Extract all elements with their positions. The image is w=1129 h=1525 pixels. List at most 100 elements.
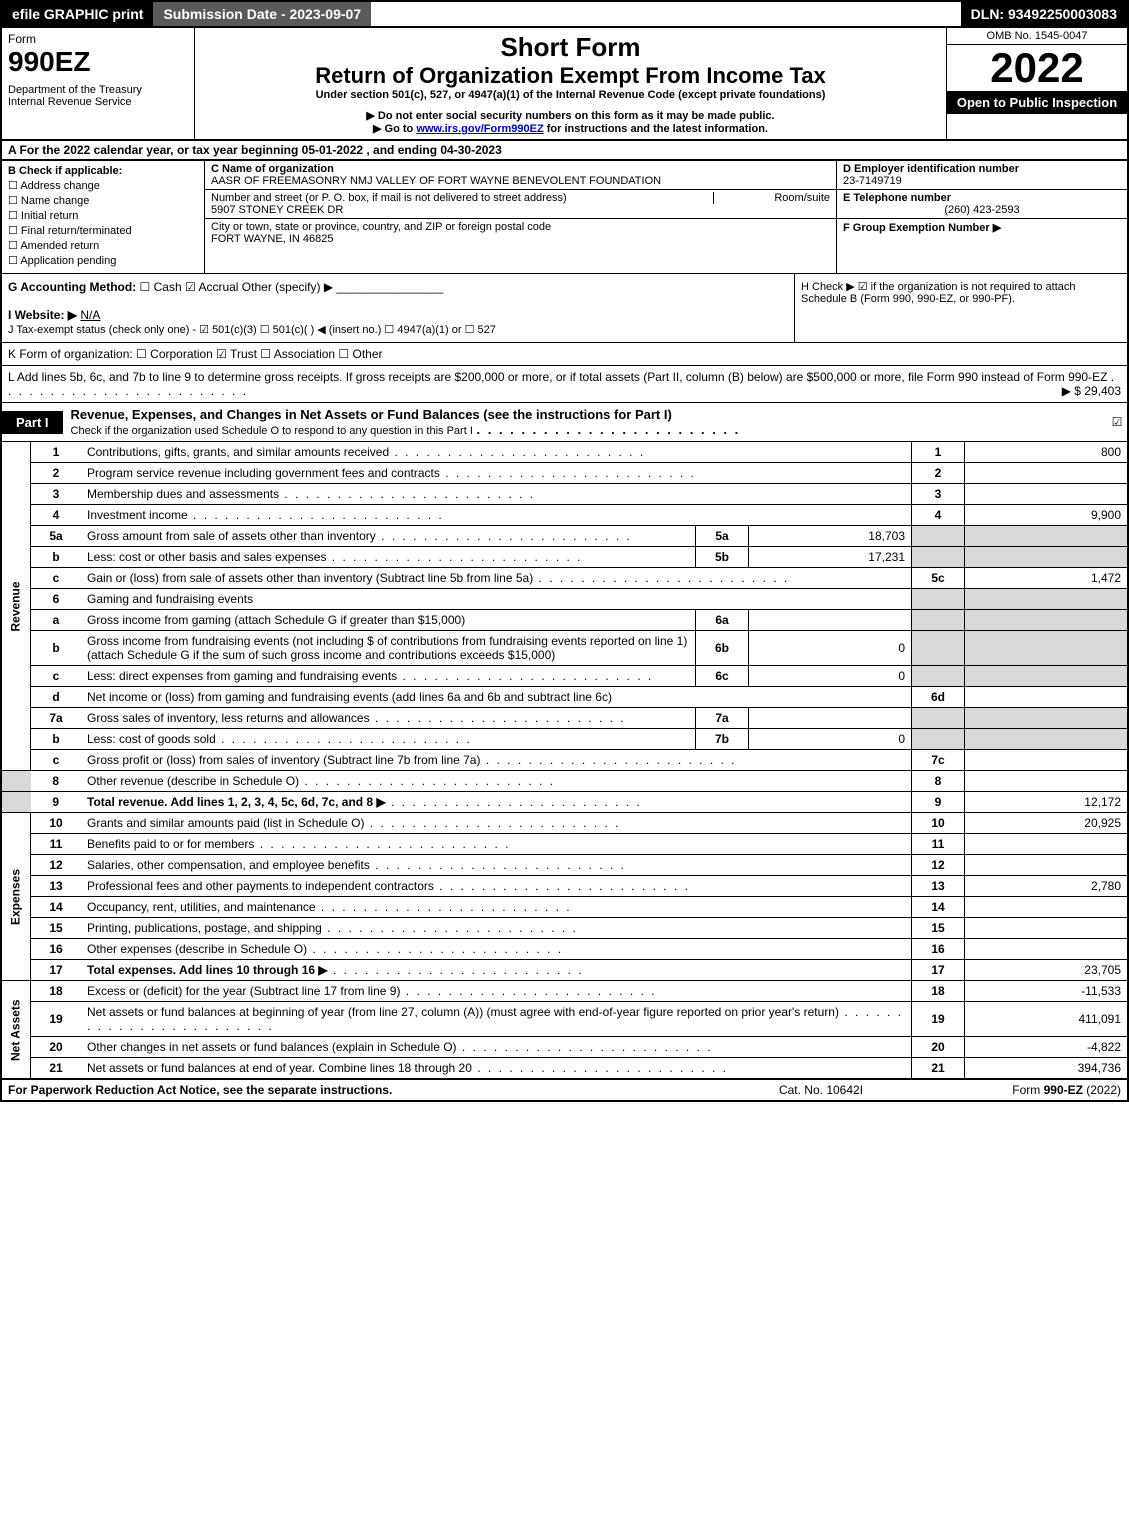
ln21-desc: Net assets or fund balances at end of ye…: [87, 1061, 472, 1075]
ln18-no: 18: [31, 981, 82, 1002]
ln5a-sr: 5a: [696, 526, 749, 547]
ln12-ref: 12: [912, 855, 965, 876]
ln6c-sr: 6c: [696, 666, 749, 687]
ln17-desc: Total expenses. Add lines 10 through 16 …: [87, 963, 328, 977]
ln18-val: -11,533: [965, 981, 1129, 1002]
chk-address-change[interactable]: Address change: [8, 179, 198, 192]
ln2-no: 2: [31, 463, 82, 484]
e-block: E Telephone number (260) 423-2593: [837, 190, 1127, 219]
ln7b-ref-shade: [912, 729, 965, 750]
line-7b: b Less: cost of goods sold 7b 0: [1, 729, 1128, 750]
dln-label: DLN: 93492250003083: [961, 2, 1127, 26]
ln14-ref: 14: [912, 897, 965, 918]
ln9-ref: 9: [912, 792, 965, 813]
ln15-ref: 15: [912, 918, 965, 939]
ln8-ref: 8: [912, 771, 965, 792]
ln7a-ref-shade: [912, 708, 965, 729]
l-line: L Add lines 5b, 6c, and 7b to line 9 to …: [0, 366, 1129, 403]
ln6d-desc: Net income or (loss) from gaming and fun…: [87, 690, 612, 704]
org-info-grid: B Check if applicable: Address change Na…: [0, 161, 1129, 274]
chk-final-return[interactable]: Final return/terminated: [8, 224, 198, 237]
c-street-block: Number and street (or P. O. box, if mail…: [205, 190, 836, 219]
ln5a-desc: Gross amount from sale of assets other t…: [87, 529, 376, 543]
row-gh: G Accounting Method: Cash Accrual Other …: [0, 274, 1129, 343]
efile-label: efile GRAPHIC print: [2, 2, 153, 26]
title-short-form: Short Form: [201, 32, 940, 63]
ln16-desc: Other expenses (describe in Schedule O): [87, 942, 307, 956]
footer-cat: Cat. No. 10642I: [721, 1083, 921, 1097]
header-left: Form 990EZ Department of the Treasury In…: [2, 28, 195, 139]
ln15-val: [965, 918, 1129, 939]
lines-table: Revenue 1 Contributions, gifts, grants, …: [0, 442, 1129, 1079]
ln1-no: 1: [31, 442, 82, 463]
form-word: Form: [8, 32, 188, 46]
ln5c-ref: 5c: [912, 568, 965, 589]
expenses-label: Expenses: [1, 813, 31, 981]
form-number: 990EZ: [8, 46, 188, 78]
line-6: 6 Gaming and fundraising events: [1, 589, 1128, 610]
ln2-ref: 2: [912, 463, 965, 484]
form-header: Form 990EZ Department of the Treasury In…: [0, 26, 1129, 141]
ln5c-desc: Gain or (loss) from sale of assets other…: [87, 571, 533, 585]
ln6a-desc: Gross income from gaming (attach Schedul…: [87, 613, 465, 627]
ln7a-val-shade: [965, 708, 1129, 729]
line-16: 16 Other expenses (describe in Schedule …: [1, 939, 1128, 960]
goto-post: for instructions and the latest informat…: [544, 123, 768, 135]
ln13-val: 2,780: [965, 876, 1129, 897]
ln17-ref: 17: [912, 960, 965, 981]
chk-initial-return[interactable]: Initial return: [8, 209, 198, 222]
ln14-val: [965, 897, 1129, 918]
ln18-ref: 18: [912, 981, 965, 1002]
line-14: 14 Occupancy, rent, utilities, and maint…: [1, 897, 1128, 918]
line-6b: b Gross income from fundraising events (…: [1, 631, 1128, 666]
irs-link[interactable]: www.irs.gov/Form990EZ: [416, 123, 543, 135]
part1-schedule-o-check[interactable]: [1107, 415, 1127, 429]
ln7a-sr: 7a: [696, 708, 749, 729]
line-8: 8 Other revenue (describe in Schedule O)…: [1, 771, 1128, 792]
ln5b-no: b: [31, 547, 82, 568]
rev-spacer: [1, 771, 31, 792]
omb-number: OMB No. 1545-0047: [947, 28, 1127, 45]
footer-left: For Paperwork Reduction Act Notice, see …: [8, 1083, 721, 1097]
part1-check-line: Check if the organization used Schedule …: [71, 425, 473, 437]
ln5b-val-shade: [965, 547, 1129, 568]
ln2-val: [965, 463, 1129, 484]
ln4-val: 9,900: [965, 505, 1129, 526]
line-6d: d Net income or (loss) from gaming and f…: [1, 687, 1128, 708]
ln6b-desc: Gross income from fundraising events (no…: [87, 634, 687, 662]
page-footer: For Paperwork Reduction Act Notice, see …: [0, 1079, 1129, 1102]
ln16-val: [965, 939, 1129, 960]
ln19-no: 19: [31, 1002, 82, 1037]
ln6a-no: a: [31, 610, 82, 631]
top-bar: efile GRAPHIC print Submission Date - 20…: [0, 0, 1129, 26]
j-line: J Tax-exempt status (check only one) - ☑…: [8, 324, 496, 336]
ssn-warning: ▶ Do not enter social security numbers o…: [201, 109, 940, 122]
ln5b-sv: 17,231: [749, 547, 912, 568]
c-name-block: C Name of organization AASR OF FREEMASON…: [205, 161, 836, 190]
ln6-ref-shade: [912, 589, 965, 610]
f-block: F Group Exemption Number ▶: [837, 219, 1127, 236]
chk-amended-return[interactable]: Amended return: [8, 239, 198, 252]
ln14-no: 14: [31, 897, 82, 918]
footer-form-pre: Form: [1012, 1083, 1043, 1097]
section-def: D Employer identification number 23-7149…: [836, 161, 1127, 273]
ln7c-no: c: [31, 750, 82, 771]
ln6b-val-shade: [965, 631, 1129, 666]
ln4-desc: Investment income: [87, 508, 188, 522]
netassets-label: Net Assets: [1, 981, 31, 1079]
l-value: ▶ $ 29,403: [1062, 384, 1121, 398]
chk-cash[interactable]: Cash: [140, 280, 182, 294]
chk-application-pending[interactable]: Application pending: [8, 254, 198, 267]
chk-accrual[interactable]: Accrual: [185, 280, 238, 294]
d-block: D Employer identification number 23-7149…: [837, 161, 1127, 190]
ln7a-desc: Gross sales of inventory, less returns a…: [87, 711, 370, 725]
line-6c: c Less: direct expenses from gaming and …: [1, 666, 1128, 687]
chk-name-change[interactable]: Name change: [8, 194, 198, 207]
k-line: K Form of organization: ☐ Corporation ☑ …: [0, 343, 1129, 366]
ln7b-sv: 0: [749, 729, 912, 750]
ln7c-ref: 7c: [912, 750, 965, 771]
ln5b-ref-shade: [912, 547, 965, 568]
ln6b-ref-shade: [912, 631, 965, 666]
ln6b-no: b: [31, 631, 82, 666]
line-20: 20 Other changes in net assets or fund b…: [1, 1037, 1128, 1058]
